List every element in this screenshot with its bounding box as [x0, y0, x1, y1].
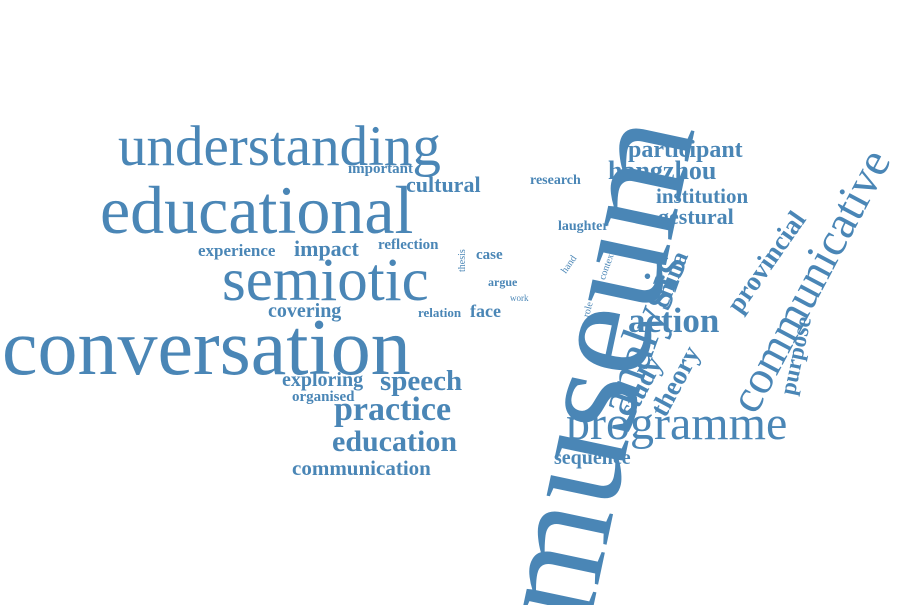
word-covering: covering: [268, 300, 342, 322]
word-gestural: gestural: [658, 204, 734, 229]
word-important: important: [348, 161, 413, 177]
word-cultural: cultural: [406, 172, 481, 197]
word-participant: participant: [628, 137, 743, 163]
word-understanding: understanding: [118, 115, 441, 178]
word-experience: experience: [198, 241, 276, 260]
word-exploring: exploring: [282, 369, 364, 391]
word-sequence: sequence: [554, 447, 631, 469]
word-organised: organised: [292, 389, 355, 405]
word-action: action: [628, 301, 720, 340]
word-speech: speech: [380, 365, 463, 397]
word-laughter: laughter: [558, 219, 609, 234]
word-educational: educational: [100, 172, 414, 248]
word-work: work: [510, 293, 529, 303]
word-institution: institution: [656, 184, 749, 208]
word-programme: programme: [566, 397, 788, 450]
word-research: research: [530, 173, 581, 188]
word-thesis: thesis: [457, 249, 468, 272]
word-education: education: [332, 425, 458, 458]
word-communication: communication: [292, 456, 431, 480]
word-impact: impact: [294, 236, 359, 261]
word-reflection: reflection: [378, 237, 439, 253]
word-practice: practice: [334, 391, 452, 428]
word-face: face: [470, 301, 501, 321]
word-semiotic: semiotic: [222, 247, 429, 314]
word-case: case: [476, 247, 503, 263]
word-hangzhou: hangzhou: [608, 156, 717, 185]
word-argue: argue: [488, 275, 518, 289]
word-relation: relation: [418, 305, 462, 320]
word-conversation: conversation: [2, 304, 411, 392]
